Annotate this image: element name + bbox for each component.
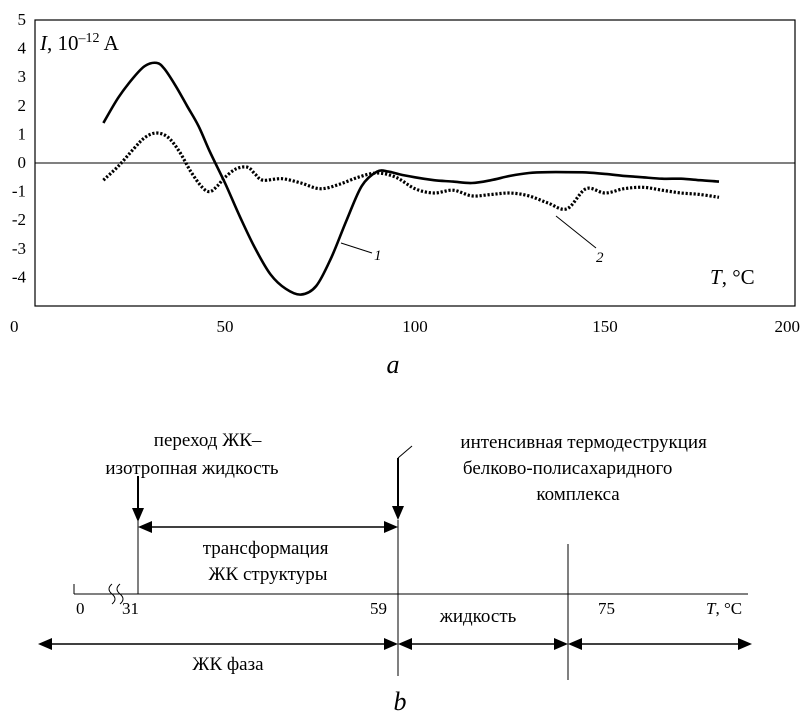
y-tick-label: -3 [12,239,26,258]
diagram-panel-b: переход ЖК– изотропная жидкость интенсив… [38,430,752,716]
x-tick-label: 50 [217,317,234,336]
y-tick-label: 2 [18,96,27,115]
axis-name: T, °C [706,599,742,618]
transition-arrowhead [132,508,144,522]
liquid-arrowhead-right [554,638,568,650]
series-2-line [102,131,720,211]
x-tick-label: 200 [775,317,801,336]
transformation-arrowhead-right [384,521,398,533]
y-tick-label: -2 [12,210,26,229]
y-tick-label: 4 [18,39,27,58]
liquid-arrowhead-left [398,638,412,650]
axis-value-0: 0 [76,599,85,618]
series-1-leader [340,242,373,254]
beyond-75-arrowhead-left [568,638,582,650]
lc-phase-arrowhead-right [384,638,398,650]
y-tick-label: -1 [12,182,26,201]
lc-phase-label: ЖК фаза [192,654,264,675]
liquid-label: жидкость [439,606,517,627]
y-tick-label: 1 [18,124,27,143]
transformation-label: трансформация ЖК структуры [203,538,333,585]
transformation-arrowhead-left [138,521,152,533]
y-axis-label: I, 10–12 A [39,31,120,55]
caption-b: b [394,687,407,716]
series-2-label: 2 [596,250,604,266]
y-tick-label: 0 [18,153,27,172]
series-group [102,61,720,296]
series-1-line [102,61,720,296]
destruction-arrowhead [392,506,404,520]
transition-label: переход ЖК– изотропная жидкость [105,430,279,479]
beyond-75-arrowhead-right [738,638,752,650]
y-tick-label: 3 [18,67,27,86]
chart-panel-a: 5 4 3 2 1 0 -1 -2 -3 -4 0 50 100 150 200 I, 10–12 A T… [10,10,800,379]
x-tick-label: 0 [10,317,19,336]
x-tick-label: 150 [592,317,618,336]
axis-value-75: 75 [598,599,615,618]
y-tick-label: -4 [12,267,27,286]
y-tick-label: 5 [18,10,27,29]
x-axis-label: T, °C [710,265,755,289]
series-2-leader [555,215,597,249]
lc-phase-arrowhead-left [38,638,52,650]
y-axis-ticks: 5 4 3 2 1 0 -1 -2 -3 -4 [12,10,27,286]
x-tick-label: 100 [402,317,428,336]
series-1-label: 1 [374,248,382,264]
axis-break-mark [108,583,124,605]
axis-value-31: 31 [122,599,139,618]
axis-value-59: 59 [370,599,387,618]
caption-a: a [387,350,400,379]
destruction-leader [397,445,413,459]
destruction-label: интенсивная термодеструкция белково-поли… [460,432,711,505]
x-axis-ticks: 0 50 100 150 200 [10,317,800,336]
